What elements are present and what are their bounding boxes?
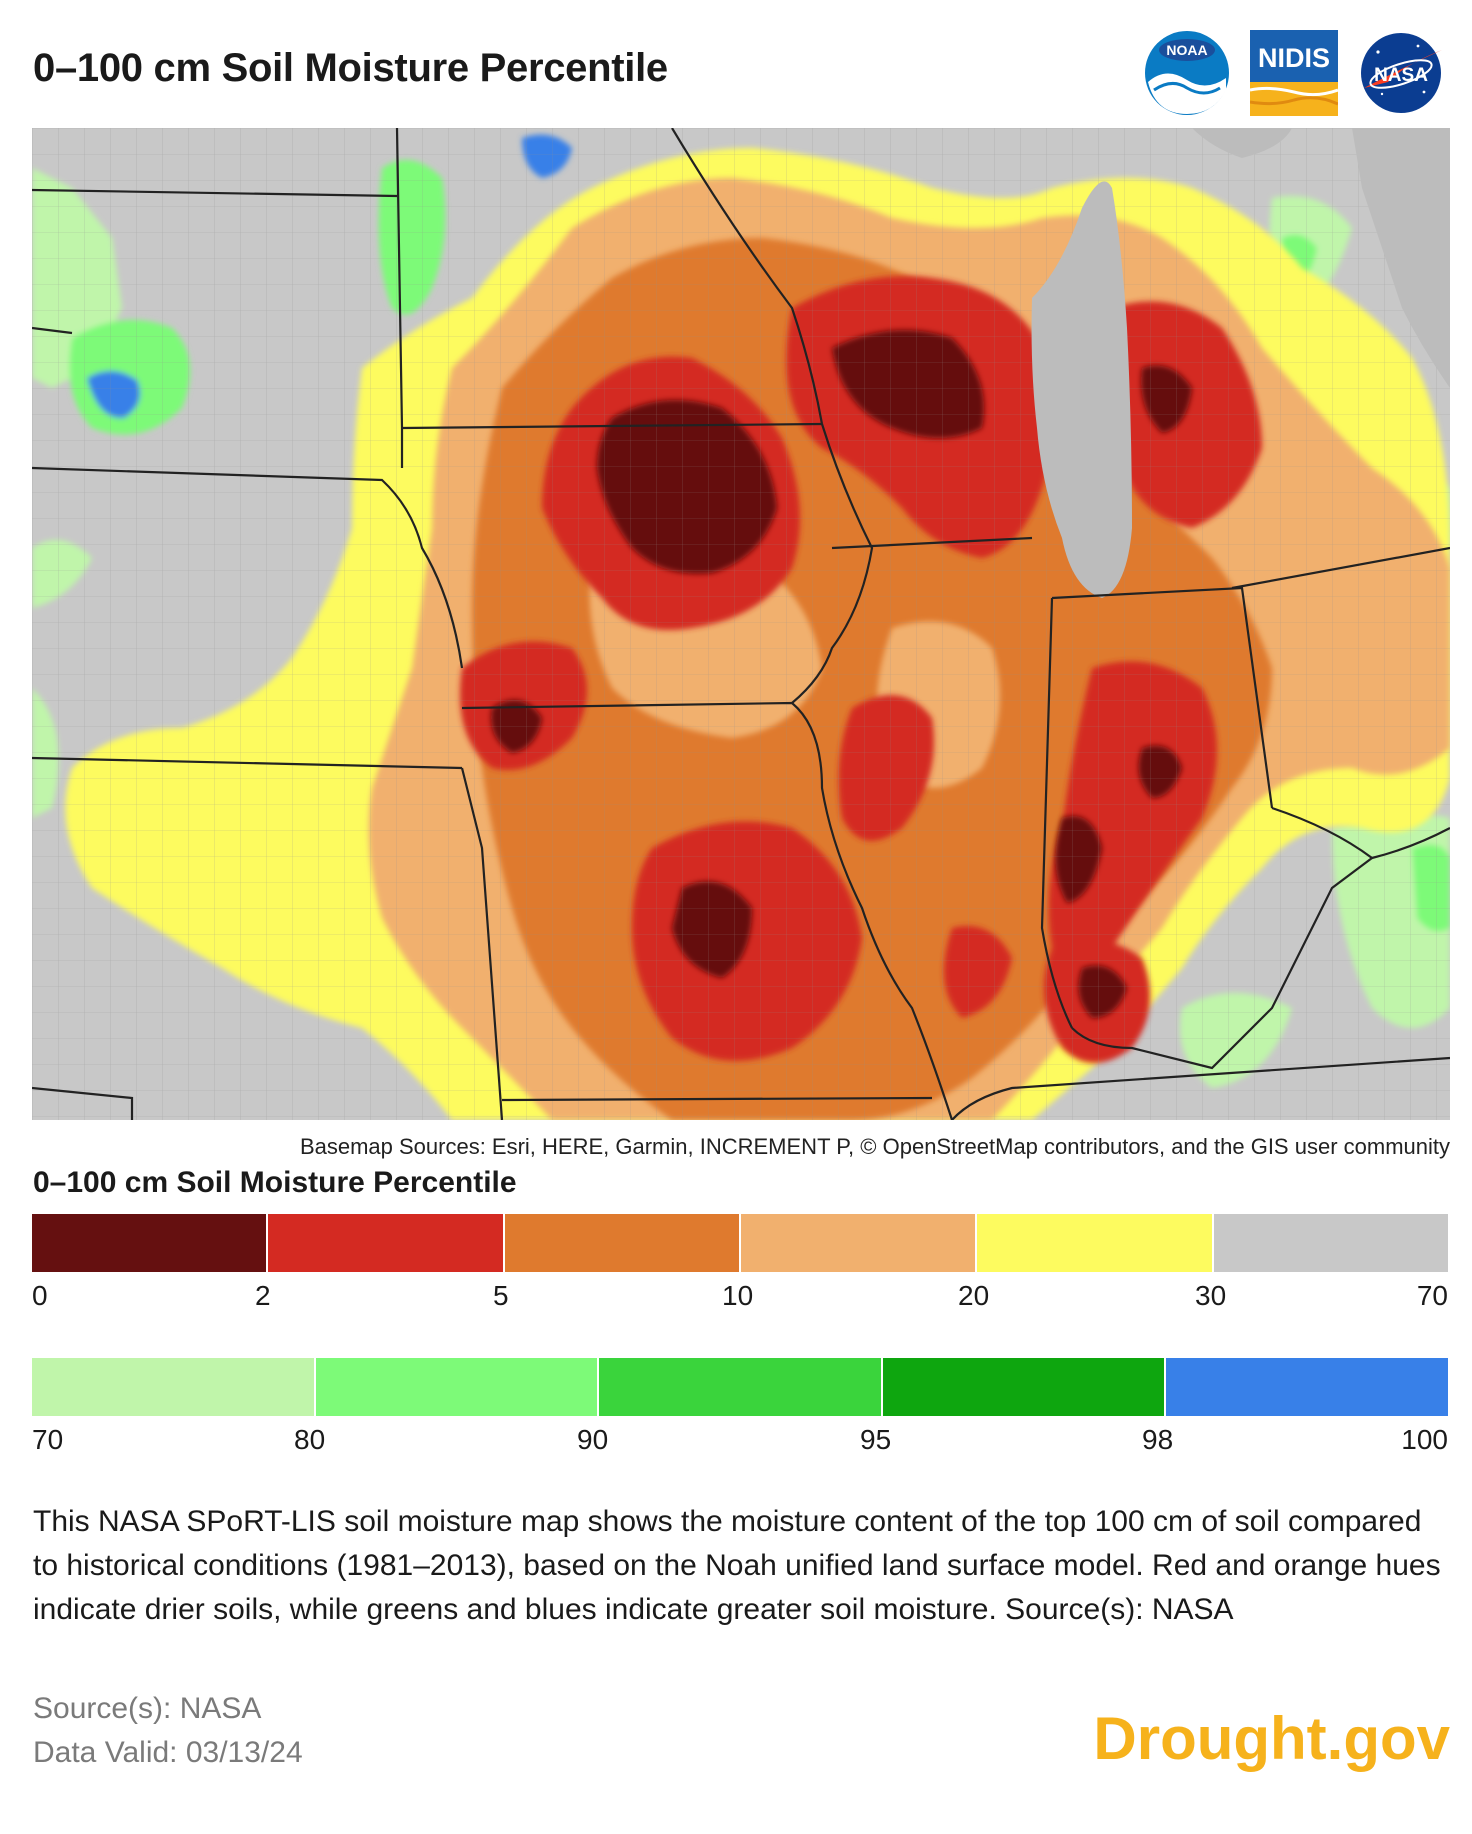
page-title: 0–100 cm Soil Moisture Percentile xyxy=(33,46,668,90)
legend-tick: 100 xyxy=(1401,1424,1448,1455)
nidis-logo-text: NIDIS xyxy=(1258,43,1330,73)
legend-swatch xyxy=(1213,1214,1448,1272)
legend-tick: 20 xyxy=(958,1280,990,1311)
nidis-logo[interactable]: NIDIS xyxy=(1250,30,1338,116)
legend-title: 0–100 cm Soil Moisture Percentile xyxy=(33,1166,517,1199)
lake-huron xyxy=(1352,128,1450,388)
legend-tick: 90 xyxy=(577,1424,609,1455)
legend-tick: 30 xyxy=(1195,1280,1227,1311)
map-canvas xyxy=(32,128,1450,1120)
legend-swatch xyxy=(599,1358,883,1416)
agency-logos: NOAA NIDIS NASA xyxy=(1144,30,1444,116)
legend-swatch xyxy=(32,1358,316,1416)
noaa-logo-text: NOAA xyxy=(1166,42,1207,58)
legend-tick: 2 xyxy=(255,1280,271,1311)
legend-scale-wet xyxy=(32,1358,1448,1416)
legend-swatch xyxy=(504,1214,741,1272)
footer-data-valid: Data Valid: 03/13/24 xyxy=(33,1736,303,1769)
legend-tick: 5 xyxy=(493,1280,509,1311)
nasa-logo-text: NASA xyxy=(1374,65,1428,86)
basemap-credit: Basemap Sources: Esri, HERE, Garmin, INC… xyxy=(299,1134,1450,1159)
nasa-logo[interactable]: NASA xyxy=(1358,30,1444,116)
legend-tick: 80 xyxy=(294,1424,326,1455)
legend-ticks-wet: 70 80 90 95 98 100 xyxy=(32,1424,1448,1458)
noaa-logo[interactable]: NOAA xyxy=(1144,30,1230,116)
legend-tick: 10 xyxy=(722,1280,754,1311)
legend-swatch xyxy=(977,1214,1214,1272)
lake-superior xyxy=(1192,128,1292,158)
legend-tick: 98 xyxy=(1142,1424,1174,1455)
county-boundaries xyxy=(32,128,1450,1120)
legend-tick: 70 xyxy=(32,1424,64,1455)
legend-swatch xyxy=(1166,1358,1448,1416)
legend-swatch xyxy=(315,1358,600,1416)
drought-gov-link[interactable]: Drought.gov xyxy=(1093,1705,1450,1772)
state-borders xyxy=(32,128,1450,1120)
lake-michigan xyxy=(1031,181,1132,599)
legend-swatch xyxy=(32,1214,269,1272)
footer-source: Source(s): NASA xyxy=(33,1692,262,1725)
legend-scale-dry xyxy=(32,1214,1448,1272)
soil-moisture-map[interactable] xyxy=(32,128,1450,1120)
legend-tick: 0 xyxy=(32,1280,48,1311)
map-description: This NASA SPoRT-LIS soil moisture map sh… xyxy=(33,1505,1441,1626)
legend-ticks-dry: 0 2 5 10 20 30 70 xyxy=(32,1280,1448,1314)
legend-swatch xyxy=(882,1358,1167,1416)
legend-swatch xyxy=(268,1214,505,1272)
legend-tick: 95 xyxy=(860,1424,892,1455)
legend-tick: 70 xyxy=(1416,1280,1448,1311)
legend-swatch xyxy=(740,1214,978,1272)
